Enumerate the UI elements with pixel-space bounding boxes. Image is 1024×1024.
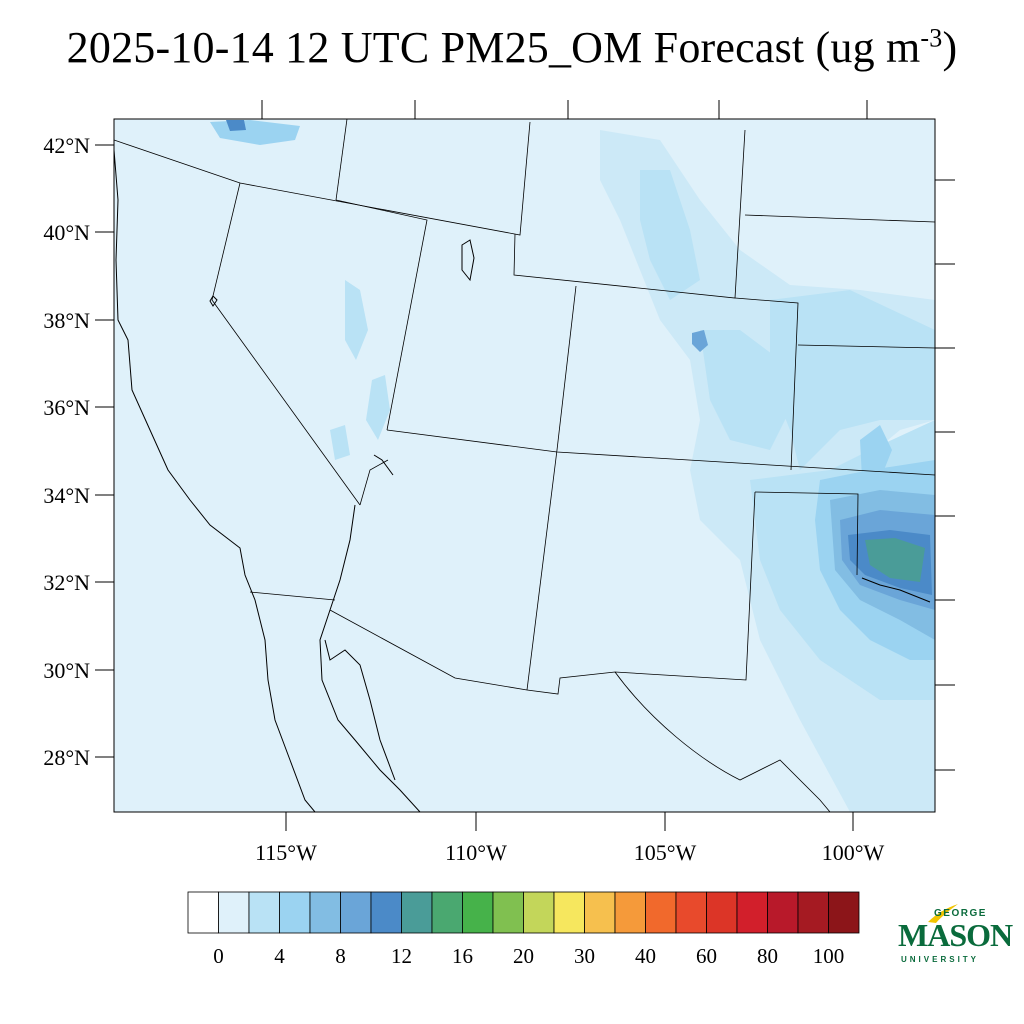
lat-label: 42°N <box>43 133 90 158</box>
colorbar-label: 20 <box>513 944 534 968</box>
colorbar-swatch <box>248 891 280 934</box>
colorbar-label: 0 <box>213 944 224 968</box>
title-exponent: -3 <box>920 23 943 53</box>
colorbar-swatch <box>614 891 646 934</box>
colorbar-labels: 0 4 8 12 16 20 30 40 60 80 100 <box>213 944 844 968</box>
colorbar-label: 8 <box>335 944 346 968</box>
colorbar-swatch <box>523 891 555 934</box>
longitude-labels: 115°W 110°W 105°W 100°W <box>255 840 884 865</box>
colorbar-swatch <box>431 891 463 934</box>
map-frame <box>113 118 936 813</box>
colorbar-swatch <box>797 891 829 934</box>
colorbar-swatch <box>553 891 585 934</box>
lon-label: 115°W <box>255 840 317 865</box>
pm25-plume-layer <box>210 120 935 812</box>
colorbar-label: 12 <box>391 944 412 968</box>
colorbar-swatch <box>706 891 738 934</box>
colorbar-label: 60 <box>696 944 717 968</box>
flame-icon <box>928 904 958 923</box>
lat-label: 36°N <box>43 395 90 420</box>
colorbar-swatch <box>462 891 494 934</box>
colorbar-swatch <box>187 891 219 934</box>
colorbar-label: 80 <box>757 944 778 968</box>
colorbar-swatch <box>401 891 433 934</box>
lon-label: 100°W <box>822 840 885 865</box>
gmu-logo: GEORGE MASON UNIVERSITY <box>898 900 1013 970</box>
colorbar-swatch <box>584 891 616 934</box>
coastlines <box>114 149 931 812</box>
colorbar-swatch <box>370 891 402 934</box>
logo-mason: MASON <box>898 917 1013 953</box>
colorbar-label: 16 <box>452 944 473 968</box>
colorbar-swatch <box>736 891 768 934</box>
colorbar-swatch <box>828 891 860 934</box>
lat-label: 28°N <box>43 745 90 770</box>
colorbar-label: 100 <box>813 944 845 968</box>
title-text: 2025-10-14 12 UTC PM25_OM Forecast (ug m <box>66 23 921 72</box>
lat-label: 32°N <box>43 570 90 595</box>
colorbar-swatch <box>767 891 799 934</box>
lon-label: 105°W <box>634 840 697 865</box>
lat-label: 30°N <box>43 658 90 683</box>
title-close: ) <box>942 23 958 72</box>
colorbar-boxes <box>187 891 860 934</box>
lat-label: 40°N <box>43 220 90 245</box>
frame-ticks <box>95 100 955 831</box>
colorbar-label: 30 <box>574 944 595 968</box>
lat-label: 34°N <box>43 483 90 508</box>
logo-university: UNIVERSITY <box>901 955 980 964</box>
colorbar-label: 40 <box>635 944 656 968</box>
colorbar-label: 4 <box>274 944 285 968</box>
colorbar-swatch <box>218 891 250 934</box>
state-boundaries <box>114 119 935 812</box>
colorbar-swatch <box>340 891 372 934</box>
lon-label: 110°W <box>445 840 507 865</box>
lat-label: 38°N <box>43 308 90 333</box>
colorbar-swatch <box>492 891 524 934</box>
logo-george: GEORGE <box>934 908 987 919</box>
colorbar-swatch <box>675 891 707 934</box>
colorbar-swatch <box>309 891 341 934</box>
colorbar-swatch <box>645 891 677 934</box>
map-title: 2025-10-14 12 UTC PM25_OM Forecast (ug m… <box>0 22 1024 73</box>
colorbar-swatch <box>279 891 311 934</box>
latitude-labels: 42°N 40°N 38°N 36°N 34°N 32°N 30°N 28°N <box>43 133 90 770</box>
